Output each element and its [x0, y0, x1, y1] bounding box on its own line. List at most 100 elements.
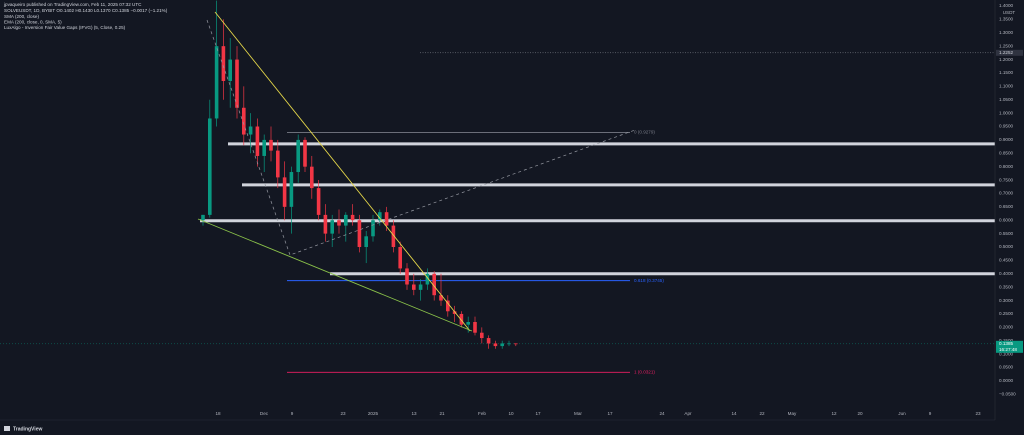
- x-tick-label: Mar: [574, 411, 582, 416]
- footer: [0, 420, 1024, 435]
- y-tick-label: 0.0500: [999, 365, 1013, 370]
- candle-body: [418, 284, 423, 290]
- candle-body: [398, 247, 402, 269]
- y-tick-label: 0.9000: [999, 137, 1013, 142]
- candle-body: [425, 273, 430, 285]
- fib-label: 1 (0.0321): [634, 370, 655, 375]
- candle-body: [330, 220, 334, 234]
- candle-body: [507, 343, 511, 345]
- legend-line: SOLVEUSDT, 1D, BYBIT O0.1402 H0.1430 L0.…: [4, 8, 168, 13]
- countdown: 16:27:48: [999, 347, 1017, 352]
- trendline-lower: [197, 218, 473, 332]
- fib-label: 0.618 (0.3745): [634, 278, 664, 283]
- candle-body: [371, 220, 375, 237]
- candle-body: [384, 212, 389, 226]
- candle-body: [344, 214, 348, 226]
- y-tick-label: 0.9500: [999, 124, 1013, 129]
- candle-body: [214, 46, 219, 119]
- y-tick-label: 0.6000: [999, 217, 1013, 222]
- price-axis: [995, 0, 1024, 420]
- x-tick-label: Dec: [260, 411, 269, 416]
- x-tick-label: May: [788, 411, 797, 416]
- candle-body: [432, 273, 436, 296]
- brand: TradingView: [13, 426, 42, 432]
- candle-body: [282, 177, 287, 207]
- x-tick-label: 9: [291, 411, 294, 416]
- last-price-tag: [996, 340, 1023, 353]
- y-tick-label: 0.4500: [999, 258, 1013, 263]
- x-tick-label: 21: [439, 411, 445, 416]
- legend-line: LuxAlgo - Inversion Fair Value Gaps (IFV…: [4, 25, 126, 30]
- y-tick-label: 1.3500: [999, 17, 1013, 22]
- y-tick-label: 0.8000: [999, 164, 1013, 169]
- candle-body: [493, 343, 498, 347]
- candle-body: [289, 172, 294, 207]
- candle-body: [514, 343, 518, 345]
- x-tick-label: 14: [731, 411, 737, 416]
- x-tick-label: 20: [857, 411, 863, 416]
- candle-body: [323, 214, 328, 234]
- y-tick-label: 0.6500: [999, 204, 1013, 209]
- published: jpvaqueiro published on TradingView.com,…: [3, 2, 142, 7]
- candle-body: [378, 212, 382, 221]
- candle-body: [228, 59, 232, 81]
- y-tick-label: 0.5000: [999, 244, 1013, 249]
- alert-label: 1.2252: [999, 50, 1013, 55]
- x-tick-label: Apr: [684, 411, 692, 416]
- trendline-upper: [214, 11, 471, 332]
- x-tick-label: 13: [411, 411, 417, 416]
- y-tick-label: −0.0500: [999, 392, 1016, 397]
- candle-body: [310, 166, 314, 189]
- y-tick-label: 0.1500: [999, 338, 1013, 343]
- y-tick-label: 1.3000: [999, 30, 1013, 35]
- y-tick-label: 0.7000: [999, 191, 1013, 196]
- candle-body: [459, 313, 464, 325]
- candle-body: [480, 332, 484, 339]
- y-tick-label: 1.2000: [999, 57, 1013, 62]
- candle-body: [337, 220, 341, 226]
- logo: [4, 426, 10, 431]
- candle-body: [262, 139, 266, 156]
- last-price-label: 0.1385: [999, 341, 1013, 346]
- x-tick-label: Feb: [478, 411, 486, 416]
- candle-body: [350, 214, 355, 221]
- candle-body: [452, 311, 457, 314]
- candle-body: [391, 225, 396, 248]
- candle-body: [255, 126, 260, 156]
- fib-label: 0 (0.9279): [634, 130, 655, 135]
- y-tick-label: 0.3000: [999, 298, 1013, 303]
- candle-body: [208, 118, 212, 215]
- y-tick-label: 1.0000: [999, 110, 1013, 115]
- currency: USDT: [1003, 10, 1016, 15]
- y-tick-label: 0.4000: [999, 271, 1013, 276]
- y-tick-label: 0.5500: [999, 231, 1013, 236]
- candle-body: [269, 139, 273, 151]
- x-tick-label: Jun: [898, 411, 906, 416]
- y-tick-label: 0.2000: [999, 325, 1013, 330]
- candle-body: [473, 321, 477, 333]
- candle-body: [486, 338, 491, 344]
- candle-body: [466, 321, 470, 325]
- candle-body: [364, 236, 368, 248]
- y-tick-label: 1.1000: [999, 84, 1013, 89]
- candle-body: [296, 139, 300, 173]
- x-tick-label: 22: [759, 411, 765, 416]
- candle-body: [412, 284, 416, 290]
- candle-body: [439, 295, 443, 301]
- y-tick-label: 0.1000: [999, 351, 1013, 356]
- x-tick-label: 23: [975, 411, 981, 416]
- y-tick-label: 0.8500: [999, 151, 1013, 156]
- x-tick-label: 18: [215, 411, 221, 416]
- y-tick-label: 0.7500: [999, 177, 1013, 182]
- candle-body: [242, 107, 246, 135]
- candle-body: [303, 139, 307, 167]
- candle-body: [316, 188, 321, 215]
- y-tick-label: 1.0500: [999, 97, 1013, 102]
- candle-body: [500, 343, 504, 347]
- y-tick-label: 1.4000: [999, 3, 1013, 8]
- candle-body: [446, 300, 450, 312]
- candle-body: [357, 220, 362, 248]
- candle-body: [221, 46, 226, 81]
